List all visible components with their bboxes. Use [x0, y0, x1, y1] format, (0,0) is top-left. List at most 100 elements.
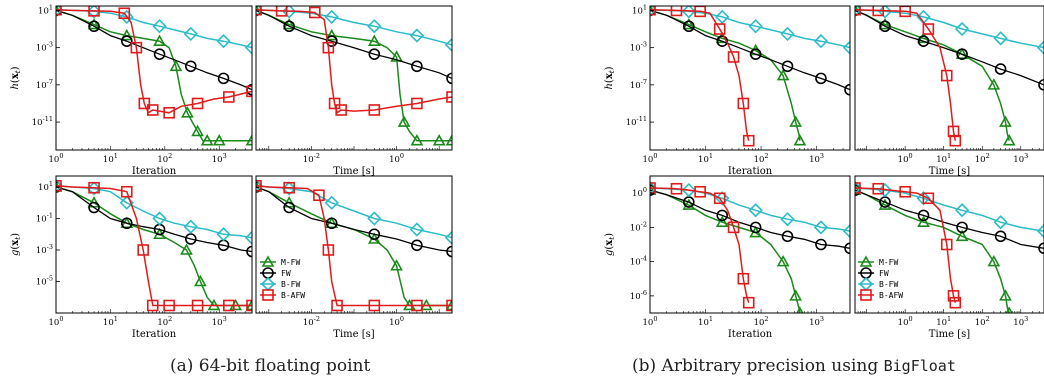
series-line-B-AFW: [56, 185, 252, 307]
point-B-AFW: [411, 299, 423, 312]
point-B-FW: [813, 34, 829, 49]
point-M-FW: [367, 34, 381, 46]
point-M-FW: [180, 243, 193, 255]
series-FW: [650, 6, 850, 96]
point-FW: [446, 72, 452, 85]
series-M-FW: [855, 6, 1016, 146]
x-tick-label: 101: [936, 315, 951, 328]
ticks: [649, 309, 851, 313]
series-line-M-FW: [650, 189, 801, 313]
series-B-AFW: [56, 179, 252, 312]
x-axis-label: Iteration: [728, 329, 773, 340]
point-B-AFW: [922, 23, 935, 35]
point-B-AFW: [191, 299, 204, 312]
series-B-AFW: [56, 6, 252, 119]
point-FW: [781, 60, 794, 73]
panel-b-g-time: 100 101 102 103 Time [s]: [854, 175, 1044, 340]
point-M-FW: [181, 106, 194, 118]
point-B-FW: [916, 191, 931, 206]
y-tick-label: 100: [632, 186, 647, 199]
point-B-AFW: [949, 134, 962, 147]
point-B-AFW: [855, 182, 861, 194]
point-B-AFW: [130, 41, 143, 54]
legend-marker-M-FW: [859, 255, 873, 267]
point-M-FW: [410, 134, 424, 146]
point-B-FW: [813, 220, 829, 235]
point-M-FW: [87, 17, 101, 30]
point-FW: [217, 72, 230, 85]
point-B-AFW: [322, 244, 335, 256]
series-FW: [650, 184, 850, 255]
point-M-FW: [325, 28, 339, 41]
point-FW: [956, 48, 968, 60]
point-M-FW: [212, 134, 226, 146]
y-tick-label: 10-3: [36, 41, 53, 54]
point-B-AFW: [727, 51, 740, 63]
legend-label-B-FW: B-FW: [281, 280, 300, 289]
ticks: [854, 146, 1044, 150]
series-B-FW: [650, 6, 850, 55]
series-line-M-FW: [256, 9, 452, 142]
point-B-FW: [877, 182, 893, 198]
point-B-FW: [256, 178, 264, 193]
legend: M-FW FW B-FW B-AFW: [260, 255, 305, 301]
series-M-FW: [256, 6, 452, 146]
x-tick-label: 101: [698, 152, 713, 165]
x-tick-label: 102: [975, 152, 990, 165]
y-tick-label: 10-4: [630, 255, 647, 268]
point-B-AFW: [742, 134, 755, 147]
point-M-FW: [789, 289, 803, 301]
point-B-FW: [256, 6, 264, 17]
series-FW: [855, 6, 1044, 91]
point-B-AFW: [88, 6, 100, 17]
point-B-AFW: [137, 244, 149, 256]
point-B-AFW: [670, 6, 683, 17]
series-line-B-FW: [56, 185, 252, 239]
x-tick-label: 103: [809, 315, 824, 328]
x-tick-label: 103: [1013, 315, 1028, 328]
point-FW: [956, 221, 968, 234]
point-B-AFW: [246, 299, 252, 312]
point-B-FW: [954, 21, 970, 37]
x-tick-label: 101: [103, 315, 118, 328]
point-B-FW: [842, 40, 850, 55]
series-B-AFW: [256, 179, 452, 312]
series-FW: [56, 181, 252, 258]
point-M-FW: [153, 34, 166, 46]
y-axis-label: h(xt): [604, 66, 616, 89]
point-M-FW: [200, 134, 214, 146]
x-tick-label: 102: [157, 315, 172, 328]
point-M-FW: [999, 115, 1012, 127]
legend-label-M-FW: M-FW: [281, 258, 300, 267]
point-FW: [411, 60, 423, 73]
x-tick-label: 103: [809, 152, 824, 165]
point-B-FW: [86, 6, 102, 19]
x-tick-label: 100: [49, 152, 64, 165]
point-B-FW: [282, 6, 297, 19]
point-B-FW: [367, 211, 382, 226]
point-FW: [879, 20, 891, 33]
point-B-FW: [183, 26, 198, 42]
x-tick-label: 102: [754, 152, 769, 165]
x-tick-label: 101: [698, 315, 713, 328]
point-FW: [283, 20, 295, 33]
y-tick-label: 101: [632, 3, 647, 16]
series-line-FW: [855, 189, 1044, 249]
point-B-FW: [216, 227, 231, 242]
point-B-FW: [152, 19, 167, 34]
point-FW: [88, 201, 100, 214]
x-tick-label: 102: [754, 315, 769, 328]
series-B-AFW: [650, 182, 755, 309]
legend-label-FW: FW: [281, 269, 291, 278]
point-M-FW: [1002, 134, 1016, 146]
point-M-FW: [789, 115, 803, 127]
point-M-FW: [987, 254, 1001, 267]
caption-b: (b) Arbitrary precision using BigFloat: [632, 356, 956, 376]
point-B-AFW: [855, 6, 861, 16]
point-B-FW: [715, 9, 730, 25]
point-M-FW: [999, 289, 1012, 301]
point-FW: [683, 20, 695, 33]
series-line-B-AFW: [650, 187, 750, 303]
point-B-FW: [748, 19, 763, 34]
point-B-AFW: [308, 6, 321, 19]
